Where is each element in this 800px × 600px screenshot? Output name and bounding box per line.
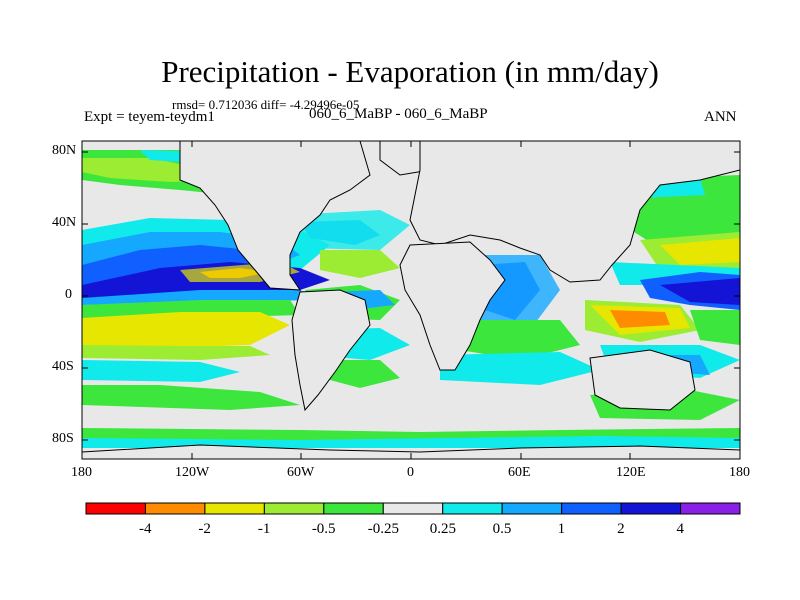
contour-darkblue xyxy=(660,278,740,305)
eurasia xyxy=(409,141,740,283)
lat-label-40s: 40S xyxy=(52,359,74,374)
colorbar-swatch xyxy=(620,502,682,515)
colorbar-label: -1 xyxy=(257,521,271,537)
colorbar-label: -4 xyxy=(138,521,152,537)
lat-label-40n: 40N xyxy=(52,215,77,230)
colorbar-label: 1 xyxy=(557,521,566,537)
lon-label-120w: 120W xyxy=(175,465,210,480)
contour-green xyxy=(460,320,580,360)
axis-ticks xyxy=(81,141,741,459)
contour-orange xyxy=(610,310,670,328)
contour-cyan xyxy=(82,360,240,382)
lon-label-180w: 180 xyxy=(71,465,92,480)
colorbar-swatch xyxy=(263,502,325,515)
south-america xyxy=(291,289,371,412)
africa xyxy=(399,241,506,371)
antarctica xyxy=(82,444,740,459)
land-masses xyxy=(82,141,740,459)
colorbar-swatch xyxy=(85,502,146,515)
contour-cyan xyxy=(82,436,740,448)
contour-yellow xyxy=(660,238,740,265)
case-names: 060_6_MaBP - 060_6_MaBP xyxy=(309,106,488,122)
colorbar-swatch xyxy=(204,502,265,515)
rmsd-stats: rmsd= 0.712036 diff= -4.29496e-05 xyxy=(172,97,360,112)
colorbar-label: -0.5 xyxy=(311,521,336,537)
colorbar-swatch xyxy=(501,502,563,515)
colorbar-swatch xyxy=(323,502,384,515)
colorbar-swatch xyxy=(561,502,622,515)
experiment-label: Expt = teyem-teydm1 xyxy=(84,109,215,125)
lon-label-0: 0 xyxy=(407,465,414,480)
colorbar-label: -2 xyxy=(198,521,211,537)
colorbar-label: -0.25 xyxy=(367,521,400,537)
lat-label-80n: 80N xyxy=(52,143,77,158)
colorbar-label: 0.5 xyxy=(492,521,512,537)
australia xyxy=(589,349,696,411)
lon-label-60e: 60E xyxy=(508,465,531,480)
contour-cyan xyxy=(290,210,410,250)
colorbar-swatch xyxy=(144,502,206,515)
colorbar-label: 0.25 xyxy=(429,521,456,537)
contour-lightgreen xyxy=(82,345,270,360)
colorbar-swatch xyxy=(680,502,741,515)
plot-title: Precipitation - Evaporation (in mm/day) xyxy=(161,54,659,89)
lon-label-180e: 180 xyxy=(729,465,750,480)
colorbar-label: 4 xyxy=(676,521,685,537)
season-label: ANN xyxy=(704,109,737,125)
lat-label-80s: 80S xyxy=(52,431,74,446)
contour-green xyxy=(690,310,740,345)
contour-cyan xyxy=(440,352,600,385)
contour-green xyxy=(330,360,400,388)
colorbar-swatch xyxy=(442,502,503,515)
lat-label-0: 0 xyxy=(65,287,72,302)
contour-lightblue xyxy=(82,290,320,305)
contour-lightgreen xyxy=(320,250,400,278)
colorbar-label: 2 xyxy=(617,521,625,537)
lon-label-60w: 60W xyxy=(287,465,315,480)
lon-label-120e: 120E xyxy=(616,465,646,480)
colorbar xyxy=(85,502,741,515)
north-america xyxy=(179,141,371,291)
contour-green xyxy=(82,385,300,410)
colorbar-swatch xyxy=(382,502,444,515)
contour-yellow xyxy=(82,312,290,348)
map-field xyxy=(82,141,740,459)
